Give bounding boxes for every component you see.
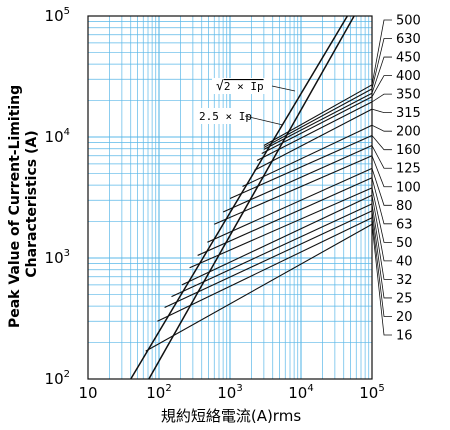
y-axis-label: Peak Value of Current-Limiting Character… — [7, 80, 40, 328]
leader-line-450 — [371, 56, 392, 94]
leader-line-63 — [371, 177, 392, 225]
leader-line-25 — [371, 210, 392, 299]
grid — [88, 16, 372, 379]
leader-line-32 — [371, 203, 392, 280]
series-line-630 — [263, 88, 373, 148]
rating-label-40: 40 — [396, 254, 413, 269]
rating-label-125: 125 — [396, 162, 421, 177]
leader-line-160 — [371, 135, 392, 151]
y-axis-label-line-2: Characteristics (A) — [24, 130, 40, 277]
leader-line-40 — [371, 195, 392, 262]
rating-label-350: 350 — [396, 88, 421, 103]
series-line-125 — [222, 145, 373, 213]
rating-label-16: 16 — [396, 329, 413, 344]
leader-line-350 — [371, 93, 392, 103]
leader-line-50 — [371, 187, 392, 243]
rating-label-32: 32 — [396, 273, 413, 288]
series-line-50 — [189, 187, 373, 269]
rating-label-50: 50 — [396, 236, 413, 251]
annotation-leader-2-5 — [244, 115, 284, 126]
y-tick-label: 105 — [45, 6, 70, 25]
rating-label-160: 160 — [396, 143, 421, 158]
series-line-25 — [164, 210, 373, 308]
rating-label-500: 500 — [396, 14, 421, 29]
y-axis-label-line-1: Peak Value of Current-Limiting — [7, 85, 23, 328]
rating-label-20: 20 — [396, 310, 413, 325]
series-line-80 — [207, 167, 373, 243]
rating-label-100: 100 — [396, 180, 421, 195]
leader-line-16 — [371, 224, 392, 336]
leader-line-100 — [371, 155, 392, 188]
annotations: √2 × Ip 2.5 × Ip — [197, 78, 296, 126]
series-line-350 — [256, 101, 373, 161]
y-tick-label: 102 — [45, 369, 70, 388]
y-tick-label: 104 — [45, 127, 70, 146]
leader-line-630 — [371, 38, 392, 89]
x-axis-label: 規約短絡電流(A)rms — [161, 407, 301, 425]
rating-label-630: 630 — [396, 32, 421, 47]
series-line-40 — [181, 194, 373, 286]
rating-leader-lines — [371, 19, 392, 336]
annotation-2-5-ip: 2.5 × Ip — [199, 110, 252, 123]
rating-label-315: 315 — [396, 106, 421, 121]
series-line-32 — [171, 203, 373, 298]
series-line-450 — [263, 92, 373, 150]
reference-line-2-5-ip — [148, 16, 355, 379]
leader-line-315 — [371, 108, 392, 114]
series-line-500 — [263, 84, 373, 147]
leader-line-80 — [371, 168, 392, 206]
reference-lines — [130, 16, 355, 379]
series-line-400 — [261, 96, 373, 155]
x-tick-label: 105 — [359, 383, 384, 402]
series-lines — [145, 84, 373, 352]
annotation-sqrt2-ip: √2 × Ip — [216, 79, 264, 94]
leader-line-125 — [371, 145, 392, 169]
leader-line-200 — [371, 124, 392, 132]
annotation-leader-sqrt2 — [271, 85, 296, 92]
series-line-200 — [242, 124, 373, 187]
series-line-16 — [145, 223, 373, 352]
leader-line-500 — [371, 19, 392, 85]
plot-border — [87, 15, 373, 380]
series-line-63 — [197, 177, 373, 256]
rating-label-400: 400 — [396, 69, 421, 84]
plot-frame — [87, 15, 373, 380]
y-tick-label: 103 — [45, 248, 70, 267]
x-tick-label: 102 — [146, 383, 171, 402]
rating-label-80: 80 — [396, 199, 413, 214]
series-line-315 — [254, 108, 373, 171]
reference-line-sqrt2-ip — [130, 16, 349, 379]
rating-label-450: 450 — [396, 51, 421, 66]
leader-line-400 — [371, 75, 392, 97]
x-tick-label: 103 — [217, 383, 242, 402]
rating-labels: 500 630 450 400 350 315 200 160 125 100 80 63 50 40 32… — [396, 14, 421, 344]
annotation-bg-sqrt2 — [212, 78, 272, 94]
x-tick-label: 104 — [288, 383, 313, 402]
series-line-160 — [229, 134, 373, 200]
rating-label-200: 200 — [396, 125, 421, 140]
leader-line-20 — [371, 217, 392, 317]
x-tick-label: 10 — [78, 384, 97, 402]
series-line-20 — [157, 217, 373, 322]
annotation-bg-2-5 — [197, 108, 245, 124]
rating-label-63: 63 — [396, 217, 413, 232]
axis-tick-labels: 10 102 103 104 105 102 103 104 105 — [45, 6, 385, 402]
series-line-100 — [214, 155, 373, 225]
rating-label-25: 25 — [396, 291, 413, 306]
